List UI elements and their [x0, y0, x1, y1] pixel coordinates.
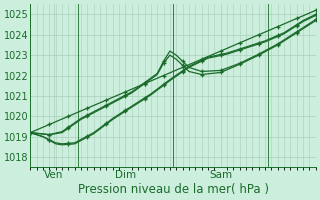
X-axis label: Pression niveau de la mer( hPa ): Pression niveau de la mer( hPa ): [77, 183, 268, 196]
